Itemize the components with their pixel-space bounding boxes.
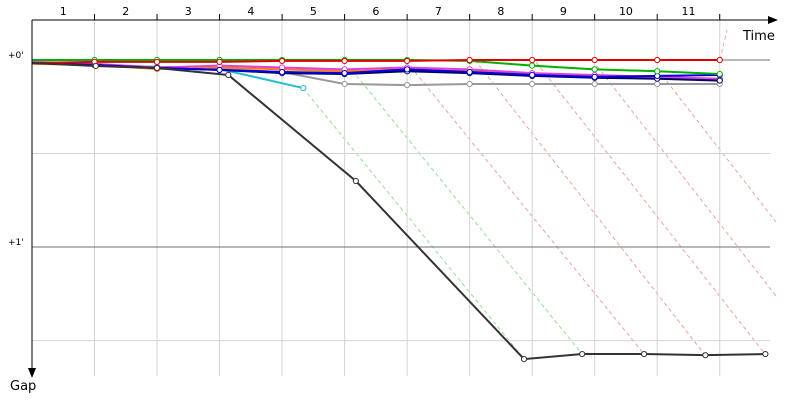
point [216,58,223,65]
overlap-line [596,65,777,297]
x-axis-arrow [768,16,778,24]
overlap-line [719,29,728,61]
point [404,81,411,89]
y-axis-arrow [28,368,36,378]
point [716,56,723,64]
series-line [31,61,766,361]
point [529,80,536,88]
point [341,80,348,88]
point [225,71,232,79]
point [591,66,598,73]
series-line [31,59,720,64]
point [591,73,598,80]
point [278,57,286,65]
point [591,80,598,88]
point [466,56,473,64]
point [520,356,528,363]
lap-label: 7 [435,5,442,18]
point [278,68,286,76]
plot [31,56,769,363]
point [92,62,99,70]
point [762,350,769,358]
lap-label: 3 [185,5,192,18]
point [591,56,598,64]
point [654,80,661,88]
point [654,56,661,64]
point [579,350,586,358]
lap-label: 2 [122,5,129,18]
point [341,69,348,77]
point [300,84,307,92]
point [716,70,723,78]
point [404,66,411,73]
lap-label: 1 [60,5,67,18]
point [640,350,648,358]
point [466,80,473,88]
point [529,62,536,69]
overlap-line [535,61,766,355]
point [716,77,723,84]
lap-label: 6 [372,5,379,18]
lap-label: 5 [310,5,317,18]
lap-label: 8 [497,5,504,18]
overlap-line [302,87,525,360]
lap-label: 9 [560,5,567,18]
overlap-line [657,69,777,223]
overlap-line [351,69,583,355]
overlap-line [474,59,706,356]
point [529,71,536,79]
point [352,177,359,185]
point [153,64,161,72]
lap-label: 11 [681,5,695,18]
point [216,66,223,74]
lap-overlap-lines [302,29,777,360]
point [153,58,161,65]
y-tick-label: +0' [8,51,24,61]
point [654,68,661,75]
x-axis-label: Time [742,29,775,44]
point [341,57,348,65]
lap-label: 10 [619,5,633,18]
point [702,352,709,359]
overlap-line [414,71,645,355]
y-tick-label: +1' [8,238,24,248]
point [529,56,536,64]
lap-label: 4 [247,5,254,18]
point [466,68,473,76]
y-axis-label: Gap [10,379,36,394]
point [404,57,411,65]
